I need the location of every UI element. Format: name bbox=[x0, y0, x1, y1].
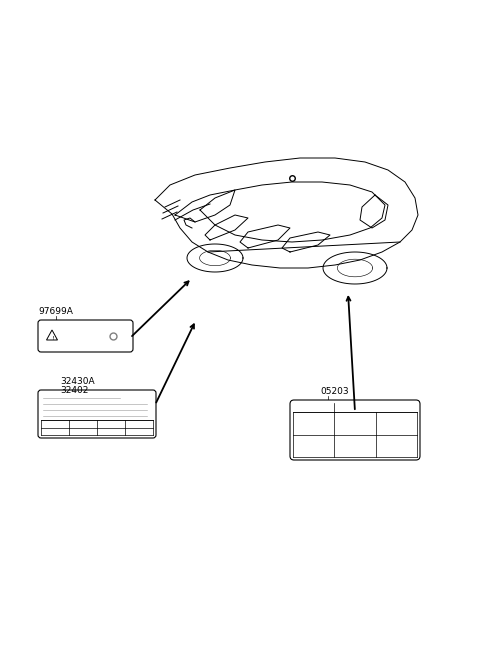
FancyBboxPatch shape bbox=[38, 390, 156, 438]
Text: 97699A: 97699A bbox=[38, 307, 73, 316]
FancyBboxPatch shape bbox=[290, 400, 420, 460]
Text: 32402: 32402 bbox=[60, 386, 88, 395]
Text: !: ! bbox=[51, 335, 53, 340]
Text: 05203: 05203 bbox=[320, 387, 348, 396]
FancyBboxPatch shape bbox=[38, 320, 133, 352]
Text: 32430A: 32430A bbox=[60, 377, 95, 386]
